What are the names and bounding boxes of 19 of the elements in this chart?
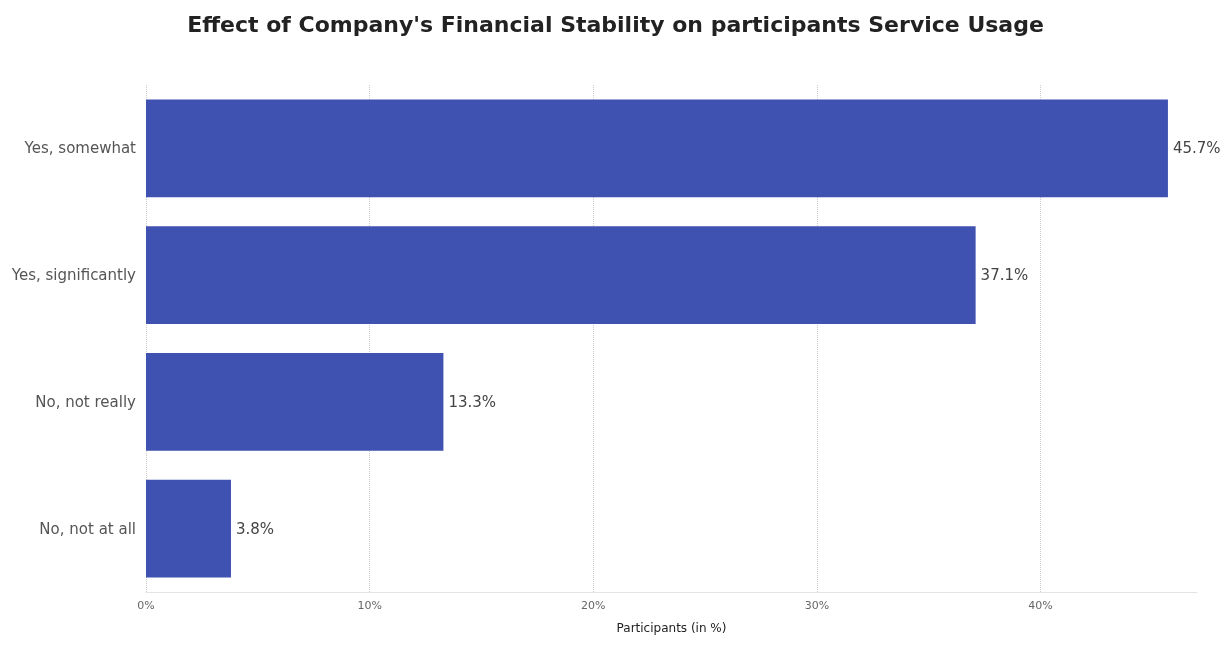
bar <box>146 99 1168 198</box>
data-label: 45.7% <box>1172 139 1221 158</box>
chart-title: Effect of Company's Financial Stability on participants Service Usage <box>187 11 1044 37</box>
x-tick-label: 20% <box>581 599 606 612</box>
data-label: 37.1% <box>980 266 1029 285</box>
x-tick-label: 30% <box>804 599 830 612</box>
data-label: 3.8% <box>235 519 275 538</box>
data-label: 13.3% <box>448 392 497 411</box>
x-tick-label: 10% <box>357 599 382 612</box>
bar <box>146 479 231 578</box>
y-tick-label: No, not really <box>35 392 137 411</box>
x-tick-label: 0% <box>137 599 155 612</box>
bar <box>146 353 444 451</box>
bar <box>146 226 976 324</box>
y-tick-label: Yes, significantly <box>10 266 137 285</box>
x-tick-label: 40% <box>1028 599 1053 612</box>
x-axis-title: Participants (in %) <box>616 621 727 635</box>
y-tick-label: Yes, somewhat <box>23 139 137 158</box>
y-tick-label: No, not at all <box>39 519 136 538</box>
